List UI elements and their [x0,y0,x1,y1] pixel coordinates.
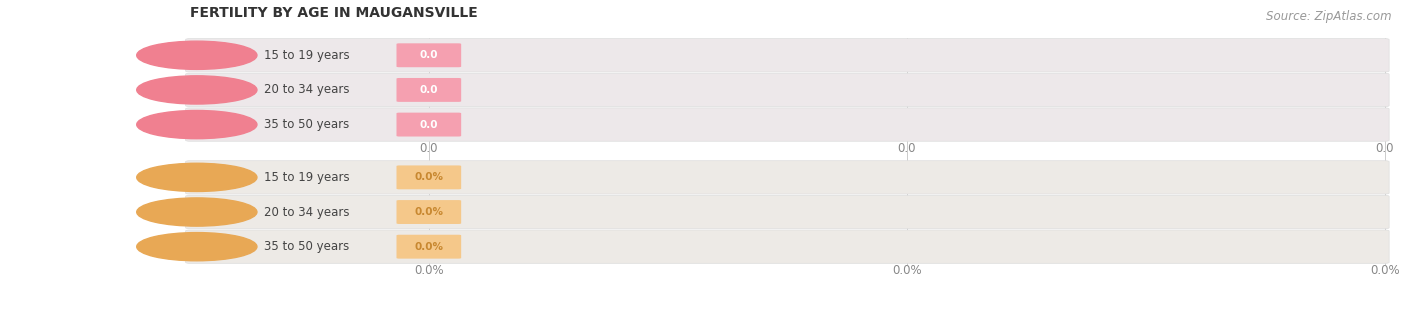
Text: 15 to 19 years: 15 to 19 years [264,171,350,184]
Text: 0.0: 0.0 [419,119,439,130]
Text: 0.0%: 0.0% [415,172,443,182]
Text: 0.0%: 0.0% [415,242,443,252]
FancyBboxPatch shape [396,200,461,224]
FancyBboxPatch shape [396,78,461,102]
Text: 35 to 50 years: 35 to 50 years [264,118,349,131]
FancyBboxPatch shape [396,235,461,259]
Text: 0.0: 0.0 [897,142,917,155]
Circle shape [136,111,257,139]
Text: 0.0: 0.0 [1375,142,1395,155]
Circle shape [136,163,257,191]
Text: FERTILITY BY AGE IN MAUGANSVILLE: FERTILITY BY AGE IN MAUGANSVILLE [190,6,478,20]
Text: 0.0: 0.0 [419,85,439,95]
FancyBboxPatch shape [186,161,1389,194]
FancyBboxPatch shape [396,165,461,189]
Text: 0.0%: 0.0% [413,264,444,277]
FancyBboxPatch shape [186,108,1389,141]
Text: 35 to 50 years: 35 to 50 years [264,240,349,253]
Text: Source: ZipAtlas.com: Source: ZipAtlas.com [1267,10,1392,23]
FancyBboxPatch shape [396,43,461,67]
Text: 20 to 34 years: 20 to 34 years [264,206,350,218]
Text: 0.0: 0.0 [419,142,439,155]
FancyBboxPatch shape [186,39,1389,72]
Circle shape [136,198,257,226]
Text: 0.0%: 0.0% [1369,264,1400,277]
Text: 0.0%: 0.0% [415,207,443,217]
FancyBboxPatch shape [186,195,1389,229]
Text: 0.0: 0.0 [419,50,439,60]
Text: 0.0%: 0.0% [891,264,922,277]
Circle shape [136,41,257,69]
FancyBboxPatch shape [186,73,1389,107]
Circle shape [136,233,257,261]
FancyBboxPatch shape [186,230,1389,263]
FancyBboxPatch shape [396,113,461,137]
Circle shape [136,76,257,104]
Text: 15 to 19 years: 15 to 19 years [264,49,350,62]
Text: 20 to 34 years: 20 to 34 years [264,83,350,96]
